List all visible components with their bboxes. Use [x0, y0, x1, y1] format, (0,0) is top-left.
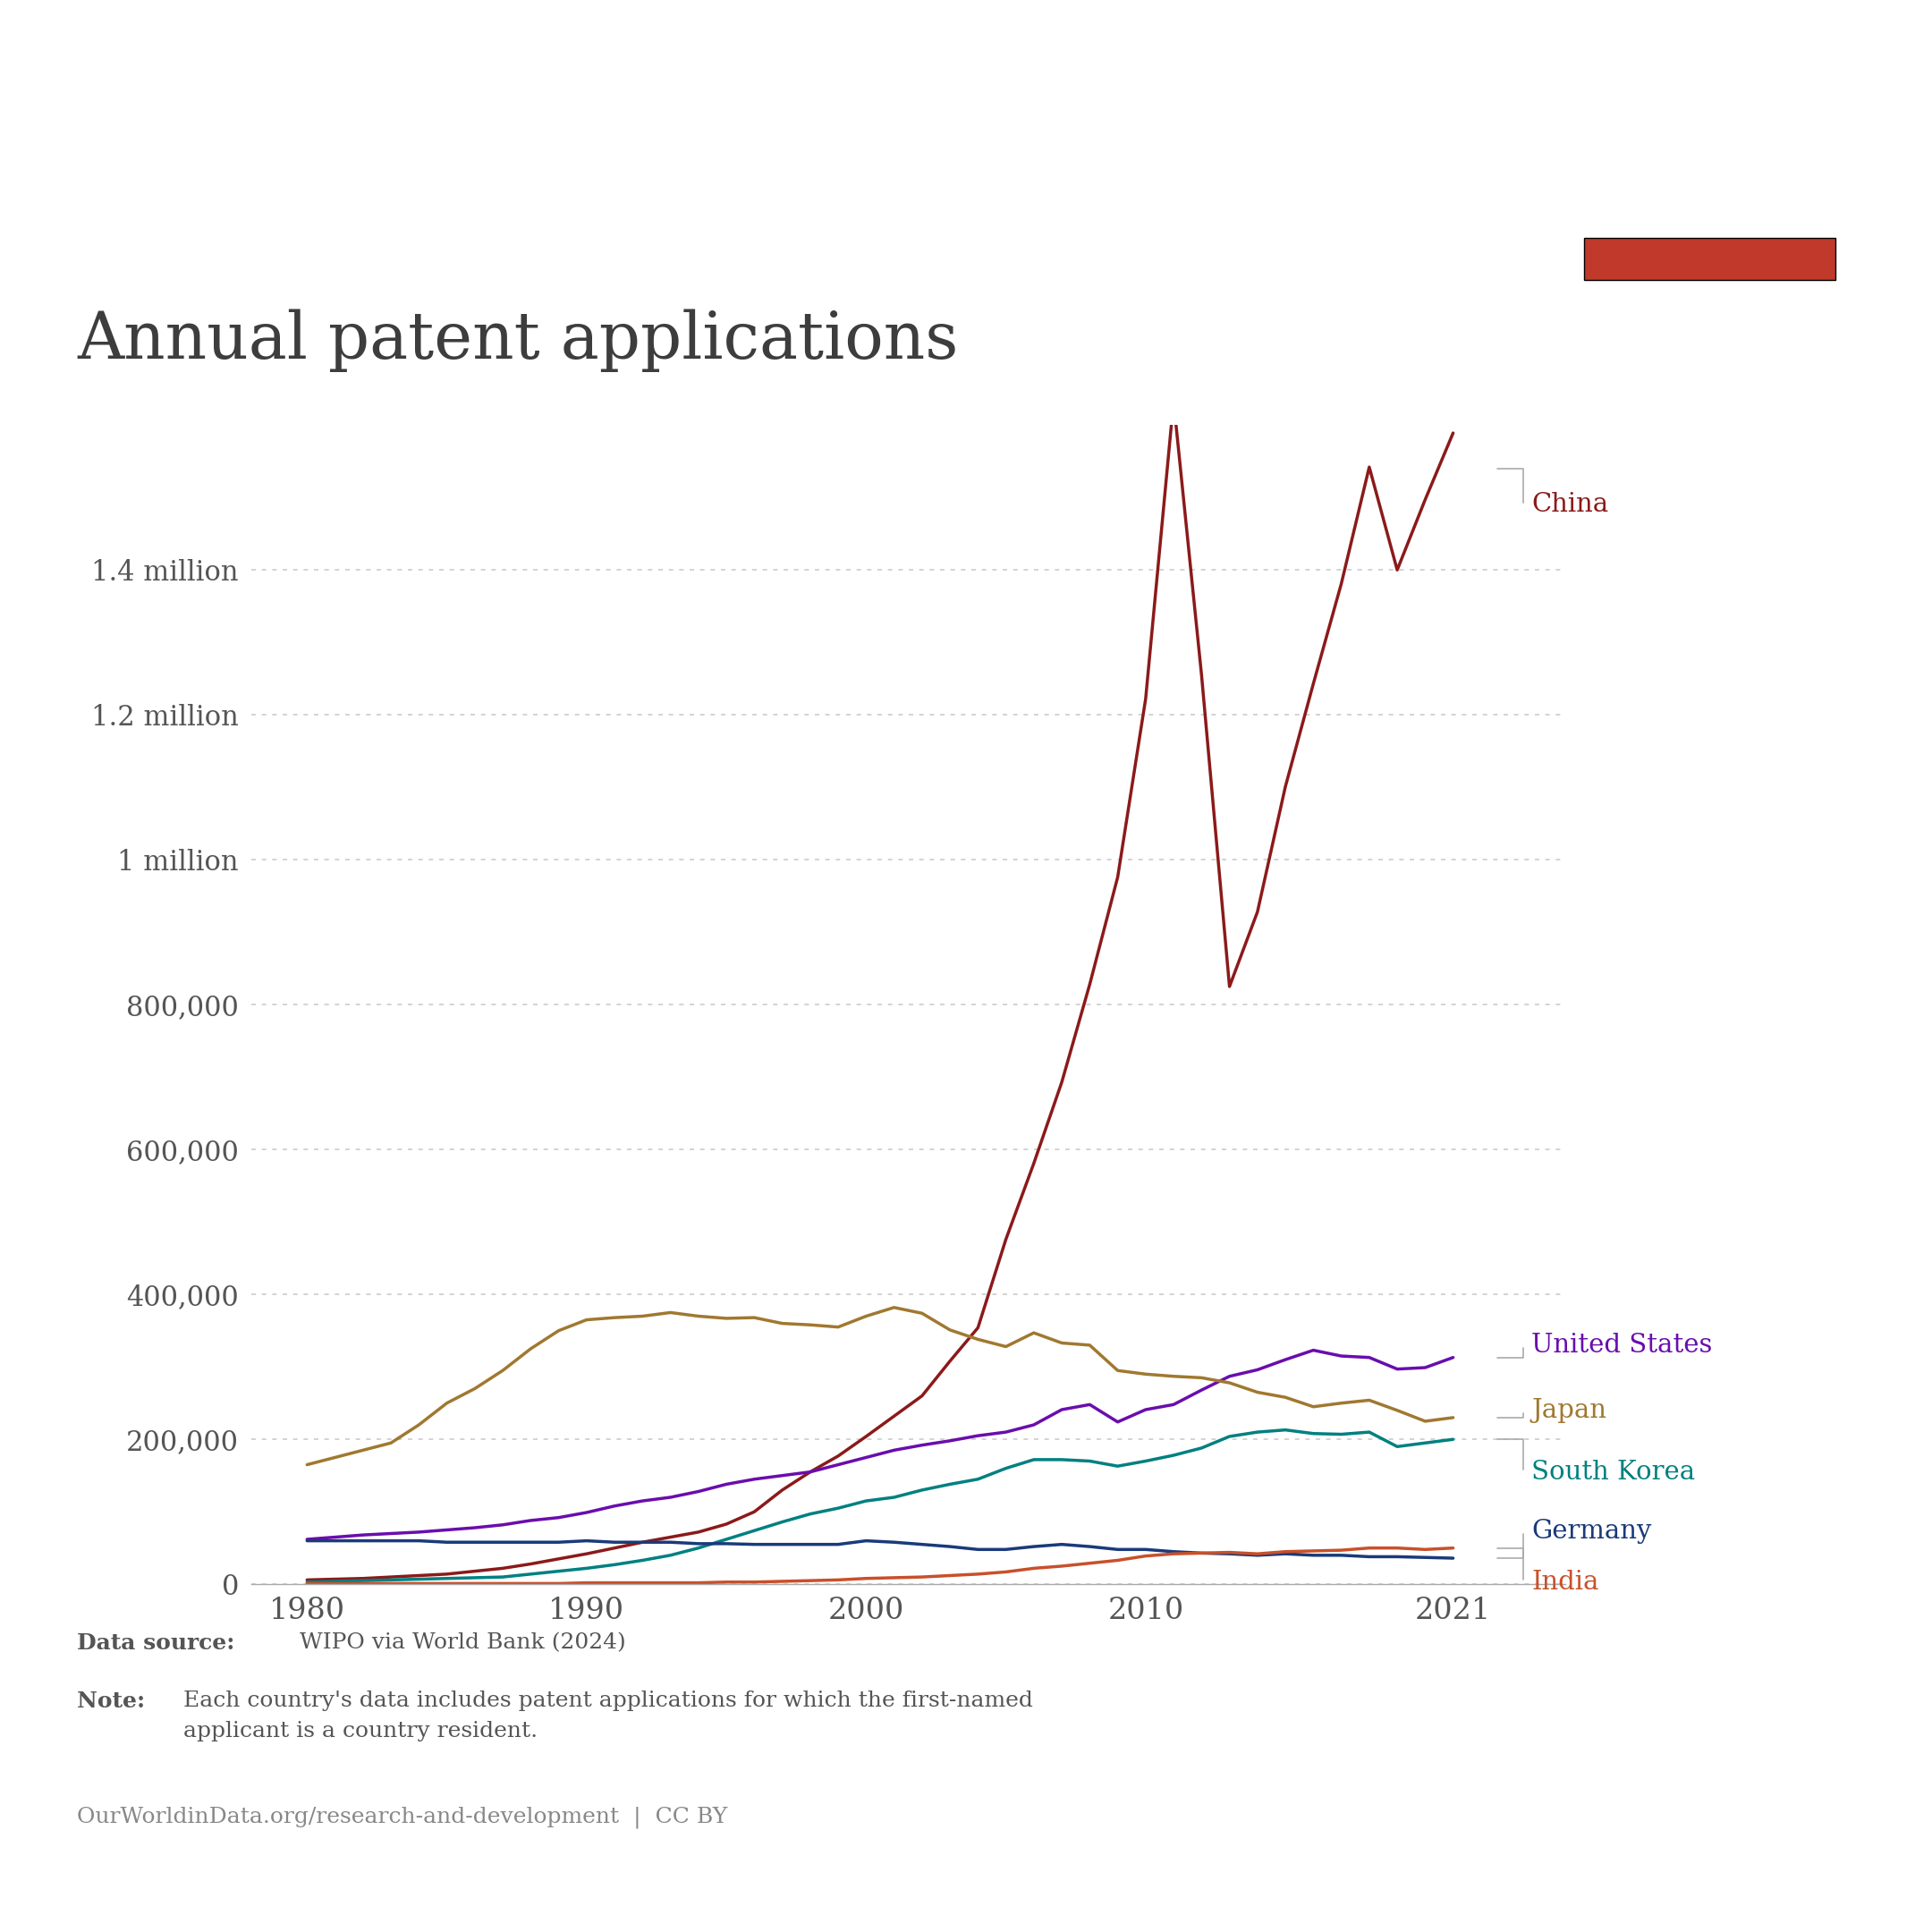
Text: Data source:: Data source: — [77, 1633, 243, 1654]
Text: United States: United States — [1532, 1333, 1712, 1358]
Text: South Korea: South Korea — [1532, 1459, 1694, 1484]
FancyBboxPatch shape — [1584, 238, 1835, 280]
Text: Note:: Note: — [77, 1690, 153, 1712]
Text: WIPO via World Bank (2024): WIPO via World Bank (2024) — [299, 1633, 626, 1654]
Text: India: India — [1532, 1569, 1600, 1594]
Text: Our World
in Data: Our World in Data — [1654, 133, 1766, 176]
Text: Annual patent applications: Annual patent applications — [77, 309, 958, 373]
Text: China: China — [1532, 493, 1609, 518]
Text: Each country's data includes patent applications for which the first-named
appli: Each country's data includes patent appl… — [184, 1690, 1034, 1741]
Text: OurWorldinData.org/research-and-development  |  CC BY: OurWorldinData.org/research-and-developm… — [77, 1806, 728, 1828]
Text: Japan: Japan — [1532, 1399, 1607, 1422]
Text: Germany: Germany — [1532, 1519, 1652, 1544]
